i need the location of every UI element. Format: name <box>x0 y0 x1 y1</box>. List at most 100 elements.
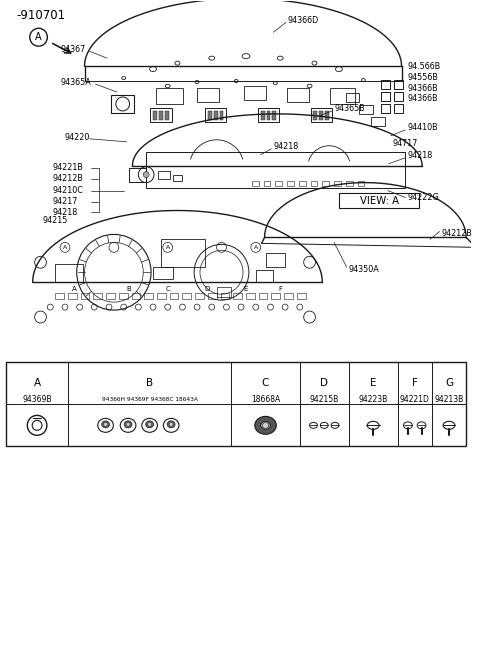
Bar <box>287 181 294 186</box>
Text: 94221B: 94221B <box>52 163 83 172</box>
Text: 94220: 94220 <box>65 133 90 143</box>
Bar <box>195 293 204 299</box>
Circle shape <box>169 422 173 426</box>
Bar <box>219 111 224 120</box>
Bar <box>165 111 168 120</box>
Bar <box>276 181 282 186</box>
Bar <box>106 293 115 299</box>
Bar <box>272 111 276 120</box>
Bar <box>244 86 265 100</box>
Bar <box>150 108 172 122</box>
Bar <box>55 264 83 283</box>
Bar <box>55 293 64 299</box>
Bar <box>381 92 390 101</box>
Text: 94218: 94218 <box>408 151 432 160</box>
Bar <box>381 80 390 89</box>
Text: F: F <box>412 378 418 388</box>
Text: 18668A: 18668A <box>251 395 280 403</box>
Bar <box>287 88 309 102</box>
Bar <box>259 293 267 299</box>
Bar <box>161 239 205 267</box>
Bar <box>81 293 89 299</box>
Bar <box>119 293 128 299</box>
Bar <box>246 293 255 299</box>
Bar <box>394 92 403 101</box>
Bar <box>144 293 153 299</box>
Bar <box>313 111 317 120</box>
Bar <box>325 111 329 120</box>
Text: 94210C: 94210C <box>52 186 83 195</box>
Bar <box>111 95 134 113</box>
Bar <box>297 293 306 299</box>
Bar <box>214 111 217 120</box>
Bar <box>182 293 191 299</box>
Text: A: A <box>63 245 67 250</box>
Ellipse shape <box>255 417 276 434</box>
Text: 94366B: 94366B <box>408 95 438 103</box>
Text: D: D <box>320 378 328 388</box>
Bar <box>159 111 163 120</box>
Text: 94.566B: 94.566B <box>408 62 441 70</box>
Text: G: G <box>445 378 453 388</box>
Text: -910701: -910701 <box>16 9 65 22</box>
Text: 94556B: 94556B <box>408 72 438 81</box>
Bar <box>264 181 270 186</box>
Text: D: D <box>204 286 209 292</box>
Text: 94365A: 94365A <box>60 78 91 87</box>
Ellipse shape <box>102 421 109 428</box>
Circle shape <box>126 422 130 426</box>
Bar <box>220 293 229 299</box>
Text: 94213B: 94213B <box>434 395 464 403</box>
Text: 94350A: 94350A <box>348 265 380 274</box>
Text: 94410B: 94410B <box>408 124 438 132</box>
Bar <box>156 88 183 104</box>
Bar <box>299 181 306 186</box>
Bar <box>371 117 385 126</box>
Bar <box>173 175 182 181</box>
Circle shape <box>104 422 108 426</box>
Text: 94217: 94217 <box>52 197 78 206</box>
Text: E: E <box>244 286 248 292</box>
Bar <box>256 270 274 283</box>
Bar <box>311 181 317 186</box>
Text: 94717: 94717 <box>393 139 418 148</box>
Bar <box>394 80 403 89</box>
Text: 94366H 94369F 94368C 18643A: 94366H 94369F 94368C 18643A <box>102 397 198 401</box>
Bar <box>208 293 216 299</box>
Bar <box>146 152 406 188</box>
Text: 94215B: 94215B <box>310 395 339 403</box>
Bar <box>346 93 360 102</box>
Text: 94218: 94218 <box>274 143 299 151</box>
Text: 94218: 94218 <box>52 208 77 217</box>
Bar <box>330 88 355 104</box>
Circle shape <box>263 422 268 428</box>
Text: A: A <box>34 378 41 388</box>
Bar <box>208 111 212 120</box>
Text: 94365B: 94365B <box>334 104 365 114</box>
Text: A: A <box>253 245 258 250</box>
Bar <box>322 181 329 186</box>
Text: A: A <box>72 286 77 292</box>
Text: A: A <box>35 32 42 42</box>
Bar <box>216 287 231 297</box>
Ellipse shape <box>146 421 154 428</box>
Text: 94215: 94215 <box>42 216 68 225</box>
Bar <box>153 111 157 120</box>
Circle shape <box>148 422 152 426</box>
Text: B: B <box>126 286 131 292</box>
Text: F: F <box>278 286 282 292</box>
Bar <box>319 111 323 120</box>
Bar <box>394 104 403 113</box>
Text: 94366D: 94366D <box>287 16 318 25</box>
Bar <box>205 108 227 122</box>
Bar <box>93 293 102 299</box>
Bar <box>68 293 77 299</box>
Text: 94367: 94367 <box>60 45 85 54</box>
Bar <box>311 108 332 122</box>
Bar <box>197 88 218 102</box>
Text: C: C <box>262 378 269 388</box>
Ellipse shape <box>261 421 270 429</box>
Bar <box>346 181 353 186</box>
Text: 94369B: 94369B <box>23 395 52 403</box>
Bar <box>261 111 264 120</box>
